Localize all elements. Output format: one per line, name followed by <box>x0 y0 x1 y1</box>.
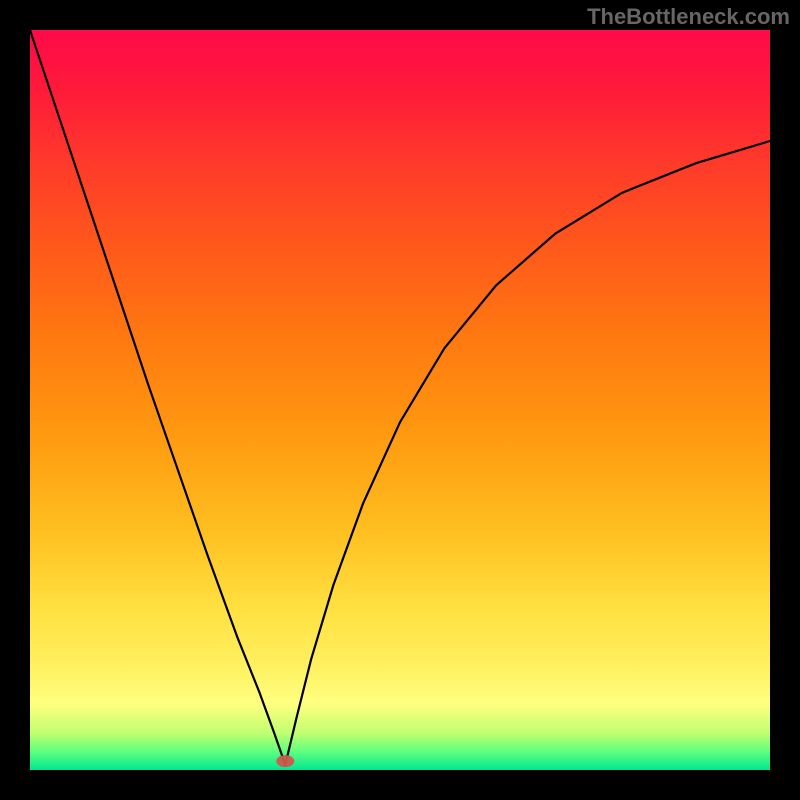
minimum-marker <box>276 755 294 767</box>
bottleneck-chart <box>0 0 800 800</box>
watermark-text: TheBottleneck.com <box>587 4 790 30</box>
plot-background <box>30 30 770 770</box>
chart-container: TheBottleneck.com <box>0 0 800 800</box>
